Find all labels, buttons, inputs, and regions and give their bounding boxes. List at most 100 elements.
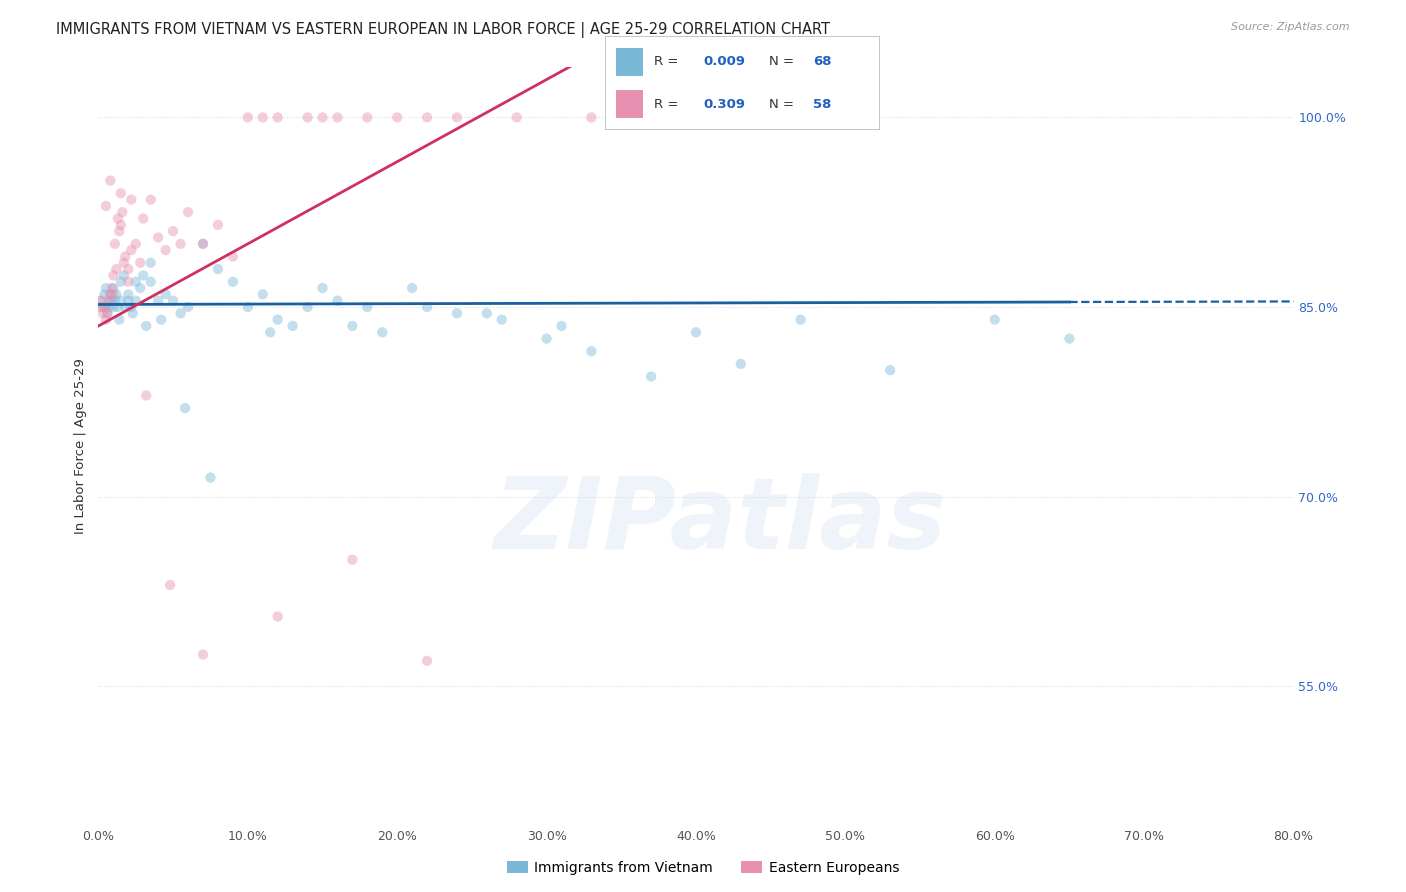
Point [114, 300, 136, 314]
Point [105, 262, 128, 277]
Text: IMMIGRANTS FROM VIETNAM VS EASTERN EUROPEAN IN LABOR FORCE | AGE 25-29 CORRELATI: IMMIGRANTS FROM VIETNAM VS EASTERN EUROP… [56, 22, 830, 38]
Point [117, 275, 139, 289]
Point [114, 249, 136, 264]
Point [789, 312, 811, 326]
Point [110, 293, 132, 308]
Point [311, 111, 333, 125]
Bar [616, 90, 643, 118]
Point [90, 293, 112, 308]
Point [446, 111, 468, 125]
Point [117, 293, 139, 308]
Point [326, 293, 349, 308]
Point [98, 173, 122, 188]
Text: N =: N = [769, 97, 799, 111]
Point [155, 287, 177, 301]
Point [105, 287, 128, 301]
Point [236, 111, 259, 125]
Point [581, 344, 603, 359]
Point [139, 193, 162, 207]
Point [108, 312, 131, 326]
Point [110, 275, 132, 289]
Point [177, 205, 200, 219]
Point [93, 300, 115, 314]
Point [96, 306, 118, 320]
Point [371, 326, 394, 340]
Point [342, 318, 364, 333]
Point [91, 306, 114, 320]
Point [139, 256, 162, 270]
Point [177, 300, 200, 314]
Point [326, 111, 349, 125]
Text: R =: R = [654, 97, 682, 111]
Point [135, 318, 157, 333]
Point [94, 300, 117, 314]
Point [252, 111, 274, 125]
Point [94, 199, 117, 213]
Point [89, 300, 111, 314]
Point [640, 111, 662, 125]
Point [222, 249, 245, 264]
Point [385, 111, 409, 125]
Point [110, 186, 132, 201]
Point [129, 256, 152, 270]
Point [207, 218, 229, 232]
Point [297, 300, 319, 314]
Point [98, 287, 122, 301]
Point [685, 326, 707, 340]
Point [267, 111, 290, 125]
Point [342, 552, 364, 567]
Legend: Immigrants from Vietnam, Eastern Europeans: Immigrants from Vietnam, Eastern Europea… [501, 855, 905, 880]
Point [626, 111, 648, 125]
Point [139, 275, 162, 289]
Point [159, 578, 181, 592]
Point [1059, 332, 1081, 346]
Point [207, 262, 229, 277]
Point [132, 211, 155, 226]
Point [90, 293, 112, 308]
Point [111, 205, 134, 219]
Point [162, 224, 184, 238]
Point [200, 470, 222, 484]
Point [401, 281, 423, 295]
Point [110, 218, 132, 232]
Point [121, 306, 143, 320]
Text: ZIPatlas: ZIPatlas [494, 474, 946, 570]
Text: R =: R = [654, 55, 682, 69]
Point [98, 287, 122, 301]
Point [117, 262, 139, 277]
Point [416, 111, 439, 125]
Point [581, 111, 603, 125]
Point [132, 268, 155, 283]
Point [222, 275, 245, 289]
Point [135, 388, 157, 402]
Point [94, 281, 117, 295]
Point [108, 224, 131, 238]
Point [104, 293, 127, 308]
Point [125, 293, 148, 308]
Point [475, 306, 498, 320]
Point [103, 287, 125, 301]
Point [550, 318, 572, 333]
Point [125, 236, 148, 251]
Point [97, 293, 120, 308]
Text: 68: 68 [813, 55, 831, 69]
Point [103, 281, 125, 295]
Point [281, 318, 304, 333]
Point [267, 312, 290, 326]
Text: 58: 58 [813, 97, 831, 111]
Point [169, 306, 191, 320]
Point [311, 281, 333, 295]
Point [107, 300, 129, 314]
Point [120, 243, 142, 257]
Point [879, 363, 901, 377]
Point [162, 293, 184, 308]
Bar [616, 48, 643, 76]
Point [236, 300, 259, 314]
Point [94, 312, 117, 326]
Point [120, 300, 142, 314]
Y-axis label: In Labor Force | Age 25-29: In Labor Force | Age 25-29 [75, 358, 87, 534]
Point [356, 111, 378, 125]
Point [984, 312, 1007, 326]
Point [150, 312, 173, 326]
Point [155, 243, 177, 257]
